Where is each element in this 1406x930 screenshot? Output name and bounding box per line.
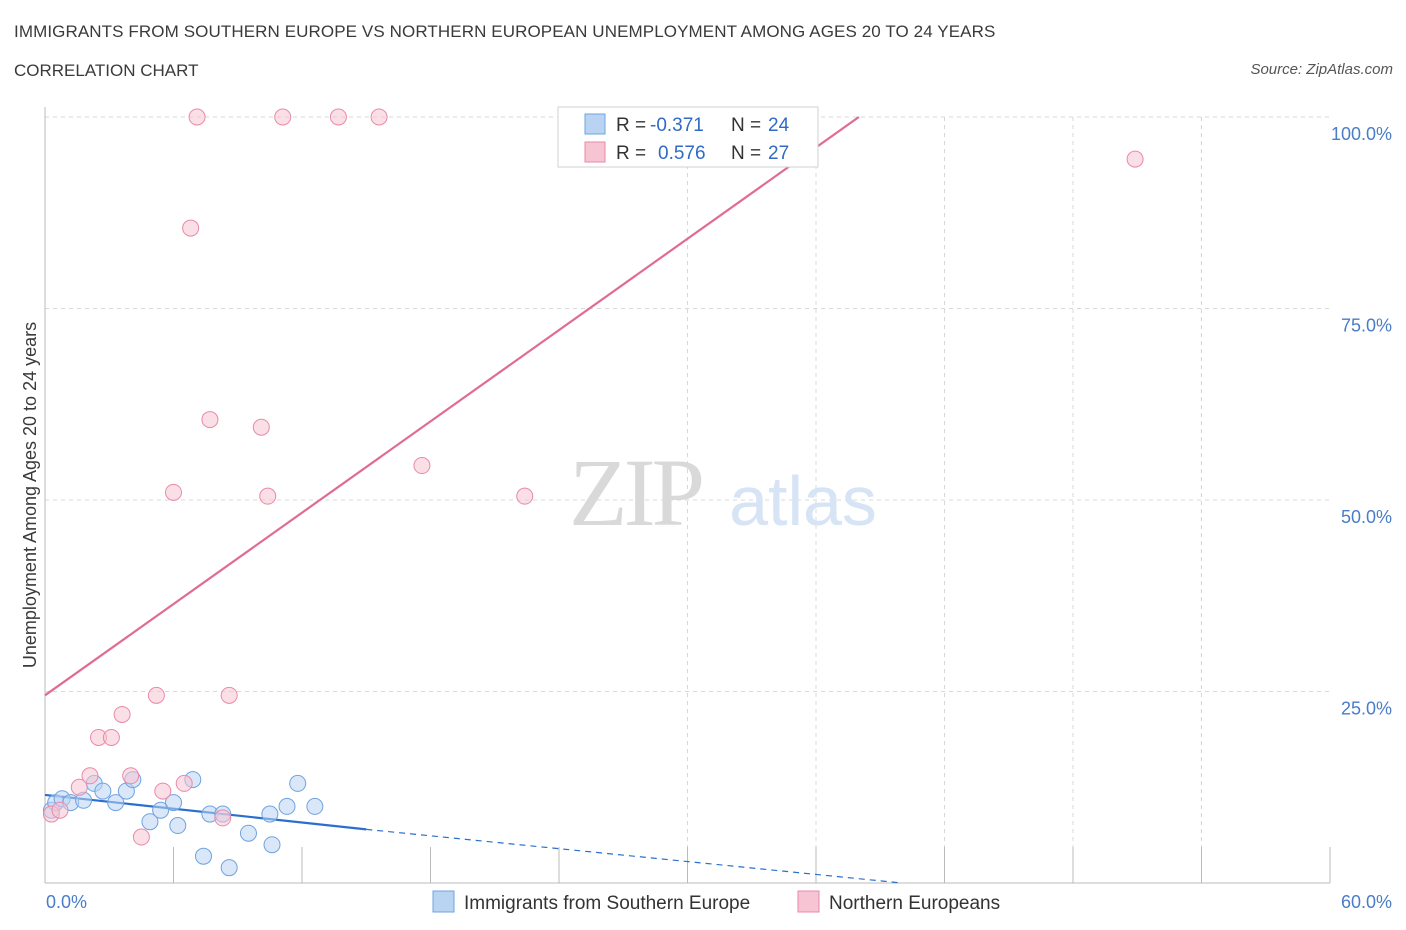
y-tick-label-75: 75.0% (1341, 316, 1392, 336)
data-point-blue-15 (194, 847, 212, 865)
data-point-blue-19 (239, 824, 257, 842)
data-point-pink-13 (182, 219, 200, 237)
legend-pink-swatch (584, 141, 606, 163)
axes (44, 107, 1331, 884)
data-point-blue-18 (220, 859, 238, 877)
data-points (42, 108, 1144, 877)
trend-line-pink (44, 116, 860, 697)
tick-labels: 25.0% 50.0% 75.0% 100.0% 0.0% 60.0% (46, 124, 1392, 912)
source-label: Source: ZipAtlas.com (1250, 61, 1393, 78)
y-tick-label-25: 25.0% (1341, 699, 1392, 719)
data-point-pink-25 (1126, 150, 1144, 168)
data-point-pink-3 (81, 767, 99, 785)
y-tick-label-50: 50.0% (1341, 507, 1392, 527)
data-point-blue-21 (263, 836, 281, 854)
x-tick-label-max: 60.0% (1341, 892, 1392, 912)
data-point-blue-24 (306, 797, 324, 815)
data-point-pink-19 (259, 487, 277, 505)
legend-blue-r-label: R = (616, 115, 646, 136)
series-legend-pink-swatch (797, 890, 820, 913)
watermark-zip: ZIP (569, 439, 702, 546)
y-axis-label: Unemployment Among Ages 20 to 24 years (20, 322, 40, 668)
data-point-pink-15 (201, 411, 219, 429)
series-legend: Immigrants from Southern Europe Northern… (432, 890, 1000, 914)
data-point-pink-10 (154, 782, 172, 800)
legend-pink-r-value: 0.576 (658, 143, 706, 164)
data-point-pink-8 (132, 828, 150, 846)
legend-pink-r-label: R = (616, 143, 646, 164)
data-point-pink-14 (188, 108, 206, 126)
data-point-pink-11 (165, 483, 182, 501)
data-point-pink-6 (113, 705, 131, 723)
data-point-blue-22 (278, 797, 296, 815)
data-point-pink-21 (329, 108, 347, 126)
legend-blue-r-value: -0.371 (650, 115, 704, 136)
data-point-pink-18 (252, 418, 270, 436)
data-point-pink-7 (122, 767, 140, 785)
data-point-pink-9 (147, 686, 165, 704)
data-point-pink-16 (214, 809, 232, 827)
data-point-pink-20 (274, 108, 292, 126)
data-point-blue-12 (165, 794, 182, 812)
data-point-pink-1 (51, 801, 69, 819)
data-point-pink-5 (102, 728, 120, 746)
legend-blue-swatch (584, 113, 606, 135)
data-point-blue-20 (261, 805, 279, 823)
chart-subtitle: CORRELATION CHART (14, 61, 199, 80)
legend-pink-n-value: 27 (768, 143, 789, 164)
correlation-legend: R = -0.371 N = 24 R = 0.576 N = 27 (557, 106, 819, 168)
data-point-blue-11 (152, 801, 170, 819)
data-point-pink-24 (516, 487, 534, 505)
series-legend-pink-label: Northern Europeans (829, 893, 1000, 914)
data-point-blue-6 (94, 782, 112, 800)
data-point-blue-13 (169, 817, 187, 835)
watermark: ZIP atlas (569, 439, 877, 546)
data-point-pink-23 (413, 457, 431, 475)
data-point-pink-12 (175, 774, 193, 792)
series-legend-blue-swatch (432, 890, 455, 913)
data-point-pink-17 (220, 686, 238, 704)
legend-blue-n-value: 24 (768, 115, 790, 136)
data-point-pink-2 (70, 778, 88, 796)
data-point-blue-7 (107, 794, 125, 812)
trend-line-extension-blue (366, 828, 902, 884)
watermark-atlas: atlas (729, 462, 877, 540)
series-legend-blue-label: Immigrants from Southern Europe (464, 893, 750, 914)
legend-blue-n-label: N = (731, 115, 761, 136)
legend-pink-n-label: N = (731, 143, 761, 164)
data-point-pink-22 (370, 108, 388, 126)
data-point-blue-10 (141, 813, 159, 831)
y-tick-label-100: 100.0% (1331, 124, 1392, 144)
x-tick-label-min: 0.0% (46, 892, 87, 912)
chart-title: IMMIGRANTS FROM SOUTHERN EUROPE VS NORTH… (14, 22, 996, 41)
data-point-blue-23 (289, 774, 307, 792)
